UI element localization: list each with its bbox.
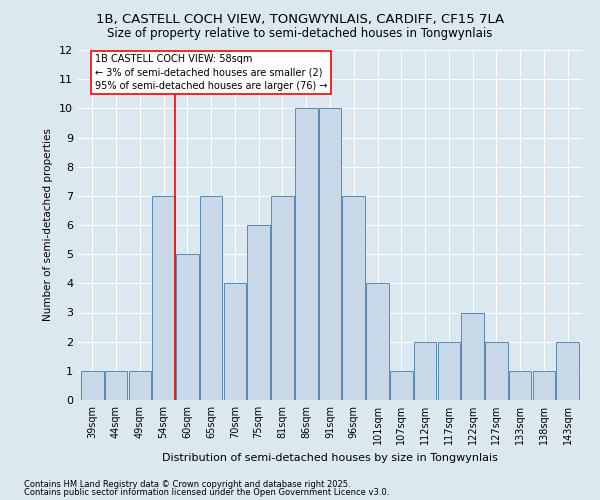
Y-axis label: Number of semi-detached properties: Number of semi-detached properties xyxy=(43,128,53,322)
Text: 1B CASTELL COCH VIEW: 58sqm
← 3% of semi-detached houses are smaller (2)
95% of : 1B CASTELL COCH VIEW: 58sqm ← 3% of semi… xyxy=(95,54,327,91)
Bar xyxy=(152,196,175,400)
Bar xyxy=(81,371,104,400)
Bar xyxy=(319,108,341,400)
Bar xyxy=(105,371,127,400)
Bar xyxy=(128,371,151,400)
Bar xyxy=(366,284,389,400)
Bar xyxy=(200,196,223,400)
Text: Contains public sector information licensed under the Open Government Licence v3: Contains public sector information licen… xyxy=(24,488,389,497)
Bar xyxy=(485,342,508,400)
Bar xyxy=(556,342,579,400)
Text: Size of property relative to semi-detached houses in Tongwynlais: Size of property relative to semi-detach… xyxy=(107,28,493,40)
X-axis label: Distribution of semi-detached houses by size in Tongwynlais: Distribution of semi-detached houses by … xyxy=(162,452,498,462)
Bar xyxy=(437,342,460,400)
Bar xyxy=(295,108,317,400)
Bar xyxy=(176,254,199,400)
Bar xyxy=(414,342,436,400)
Bar xyxy=(271,196,294,400)
Text: Contains HM Land Registry data © Crown copyright and database right 2025.: Contains HM Land Registry data © Crown c… xyxy=(24,480,350,489)
Bar xyxy=(390,371,413,400)
Text: 1B, CASTELL COCH VIEW, TONGWYNLAIS, CARDIFF, CF15 7LA: 1B, CASTELL COCH VIEW, TONGWYNLAIS, CARD… xyxy=(96,12,504,26)
Bar xyxy=(509,371,532,400)
Bar xyxy=(247,225,270,400)
Bar xyxy=(533,371,555,400)
Bar xyxy=(343,196,365,400)
Bar xyxy=(461,312,484,400)
Bar xyxy=(224,284,246,400)
